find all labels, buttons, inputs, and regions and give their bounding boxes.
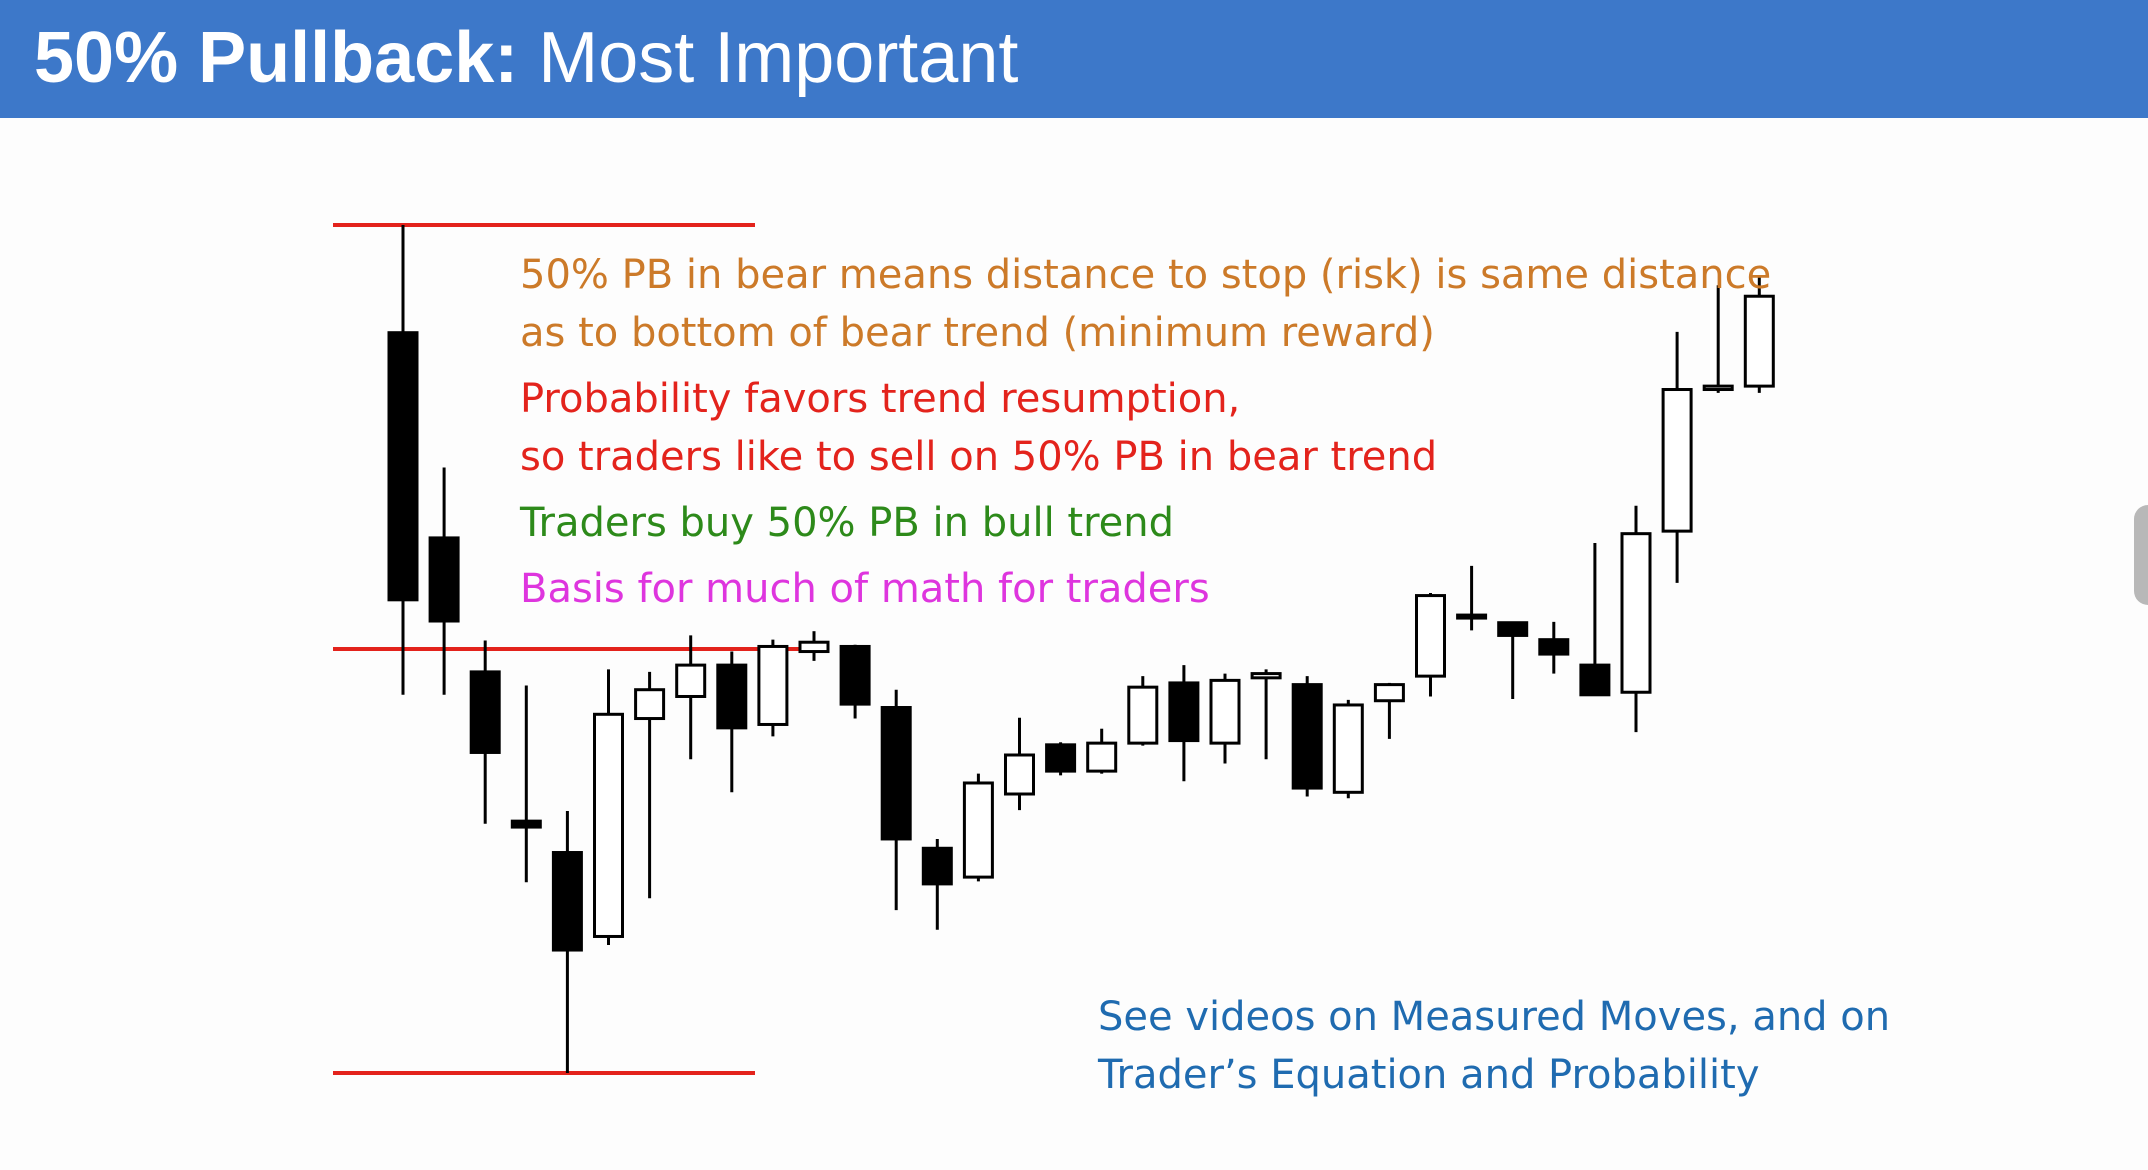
bull-candle-body (1250, 672, 1282, 680)
candle (1127, 676, 1159, 746)
bear-candle-body (1291, 683, 1323, 790)
bull-candle-body (675, 663, 707, 698)
candle (1538, 621, 1570, 674)
bear-candle-body (1538, 638, 1570, 656)
candle (1497, 621, 1529, 700)
candles (387, 225, 1775, 1073)
candle (921, 838, 953, 930)
bull-candle-body (1661, 388, 1693, 533)
bull-candle-body (798, 640, 830, 654)
bull-candle-body (634, 688, 666, 721)
candle (1579, 543, 1611, 697)
candle (1661, 331, 1693, 583)
candle (1743, 275, 1775, 393)
candle (593, 669, 624, 945)
bull-candle-body (1209, 678, 1241, 745)
bear-candle-body (1168, 681, 1200, 743)
candle (1415, 593, 1446, 697)
bear-candle-body (510, 819, 542, 829)
bear-candle-body (921, 846, 953, 886)
side-panel-handle[interactable] (2134, 505, 2148, 605)
math-note: Basis for much of math for traders (520, 566, 1210, 612)
candle (1004, 717, 1035, 811)
bear-candle-body (880, 706, 912, 841)
candle (1250, 669, 1282, 760)
candle (510, 685, 542, 883)
bull-candle-body (1415, 594, 1446, 678)
probability-note-line-2: so traders like to sell on 50% PB in bea… (520, 434, 1438, 480)
probability-note-line-1: Probability favors trend resumption, (520, 376, 1241, 422)
candle (469, 640, 501, 824)
candle (675, 635, 707, 760)
bear-candle-body (1579, 663, 1611, 697)
bull-candle-body (1620, 532, 1652, 694)
candle (551, 810, 583, 1073)
candle (1332, 699, 1364, 799)
bull-trend-note: Traders buy 50% PB in bull trend (520, 500, 1175, 546)
candle (1209, 673, 1241, 764)
candle (1086, 728, 1118, 774)
bull-candle-body (1702, 384, 1734, 392)
candle (880, 689, 912, 911)
bear-candle-body (839, 644, 871, 706)
bear-candle-body (1497, 621, 1529, 637)
candle (634, 671, 666, 899)
bull-candle-body (1456, 613, 1488, 620)
bull-candle-body (1373, 683, 1405, 703)
bull-candle-body (757, 644, 789, 726)
probability-note: Probability favors trend resumption, so … (520, 370, 1437, 486)
candle (1373, 682, 1405, 739)
bull-candle-body (1332, 703, 1364, 794)
bear-candle-body (428, 536, 460, 623)
bear-candle-body (469, 670, 501, 754)
candle (1620, 505, 1652, 733)
bear-candle-body (387, 331, 419, 602)
candle (839, 644, 871, 719)
candle (1291, 676, 1323, 797)
bear-candle-body (551, 851, 583, 952)
see-videos-note: See videos on Measured Moves, and on Tra… (1098, 988, 1890, 1104)
candle (428, 467, 460, 695)
title-rest: Most Important (518, 18, 1019, 98)
candle (1456, 565, 1488, 631)
bull-candle-body (1127, 685, 1159, 745)
candle (1702, 285, 1734, 393)
bull-candle-body (593, 712, 624, 938)
candle (387, 225, 419, 695)
videos-note-line-2: Trader’s Equation and Probability (1098, 1052, 1760, 1098)
bull-candle-body (1086, 741, 1118, 773)
risk-reward-note: 50% PB in bear means distance to stop (r… (520, 246, 1771, 362)
title-bold: 50% Pullback: (34, 18, 519, 98)
videos-note-line-1: See videos on Measured Moves, and on (1098, 994, 1891, 1040)
bear-candle-body (1045, 743, 1077, 773)
candle (798, 631, 830, 661)
bull-candle-body (1743, 294, 1775, 388)
slide-title: 50% Pullback: Most Important (34, 14, 1018, 102)
candle (716, 651, 748, 793)
risk-note-line-1: 50% PB in bear means distance to stop (r… (520, 252, 1772, 298)
bull-candle-body (1004, 753, 1035, 796)
risk-note-line-2: as to bottom of bear trend (minimum rewa… (520, 310, 1435, 356)
candle (1168, 665, 1200, 782)
candle (962, 773, 994, 882)
bear-candle-body (716, 663, 748, 730)
candle (757, 639, 789, 737)
candle (1045, 742, 1077, 776)
bull-candle-body (962, 781, 994, 879)
title-bar (0, 0, 2148, 118)
